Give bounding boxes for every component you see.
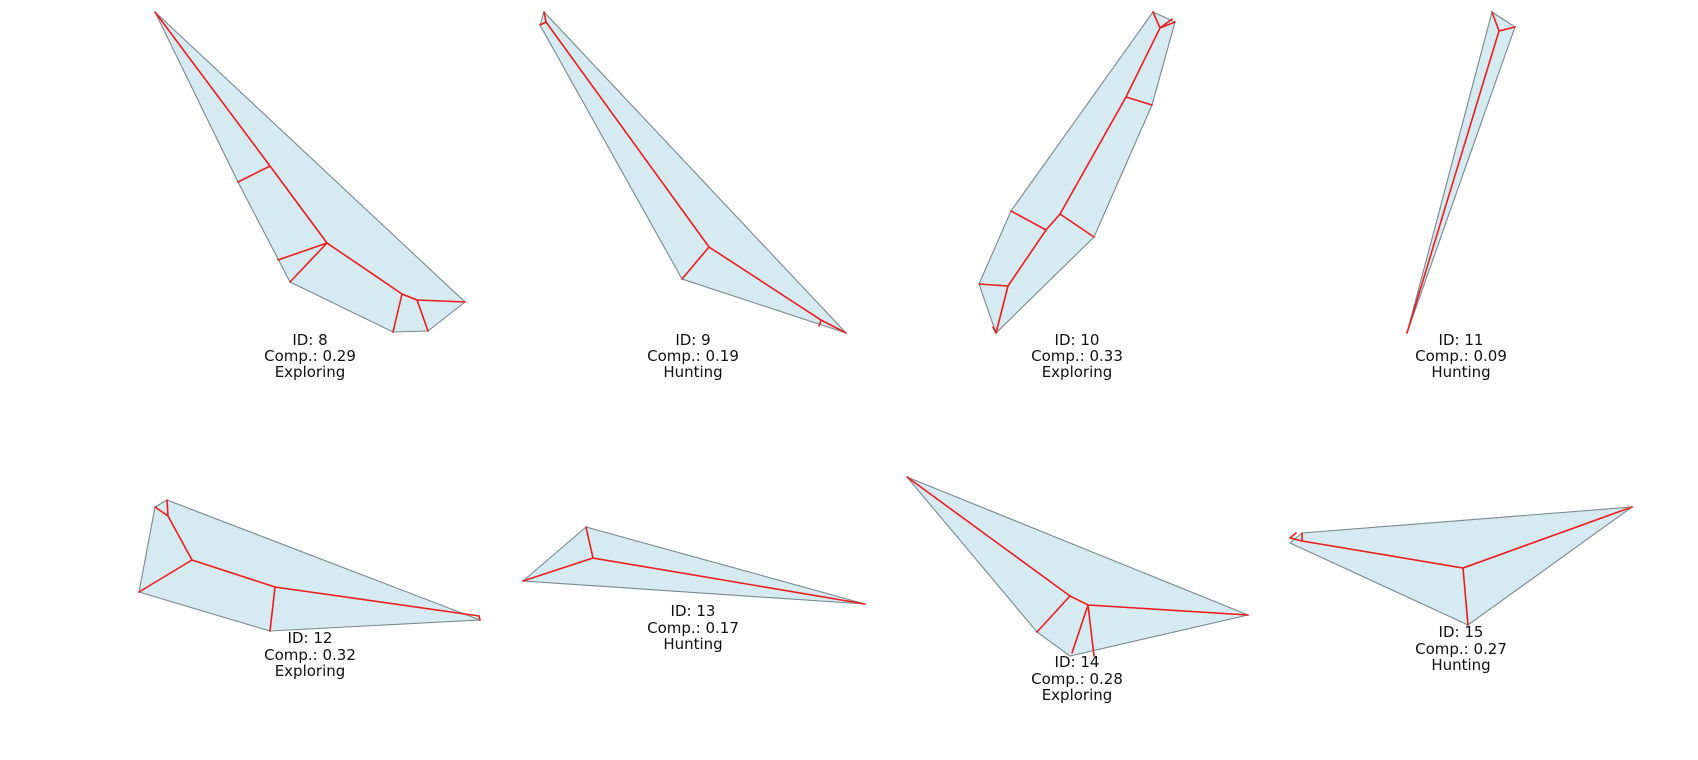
panel-id-label: ID: 9 xyxy=(675,331,710,349)
polygon-shape xyxy=(978,11,1176,335)
panel-comp-label: Comp.: 0.27 xyxy=(1415,640,1507,658)
panel-comp-label: Comp.: 0.09 xyxy=(1415,347,1507,365)
panel-id-11: ID: 11 Comp.: 0.09 Hunting xyxy=(1406,11,1516,381)
polygon-shape xyxy=(521,526,866,605)
skeleton-lines xyxy=(1406,11,1516,334)
panel-comp-label: Comp.: 0.19 xyxy=(647,347,739,365)
panel-id-13: ID: 13 Comp.: 0.17 Hunting xyxy=(521,526,866,653)
panel-comp-label: Comp.: 0.17 xyxy=(647,619,739,637)
panel-id-label: ID: 14 xyxy=(1055,653,1100,671)
panel-id-14: ID: 14 Comp.: 0.28 Exploring xyxy=(906,476,1250,704)
panel-id-label: ID: 10 xyxy=(1055,331,1100,349)
panel-state-label: Hunting xyxy=(1431,363,1490,381)
polygon-shape xyxy=(1406,11,1516,334)
panel-state-label: Exploring xyxy=(275,662,346,680)
panel-id-label: ID: 8 xyxy=(292,331,327,349)
panel-id-9: ID: 9 Comp.: 0.19 Hunting xyxy=(539,10,847,381)
panel-state-label: Hunting xyxy=(663,363,722,381)
skeleton-lines xyxy=(1289,506,1633,626)
skeleton-lines xyxy=(154,11,466,333)
panel-state-label: Exploring xyxy=(1042,363,1113,381)
panel-id-label: ID: 13 xyxy=(671,602,716,620)
panel-id-label: ID: 12 xyxy=(288,629,333,647)
polygon-shape xyxy=(138,499,481,632)
skeleton-lines xyxy=(138,499,481,632)
skeleton-lines xyxy=(539,11,847,334)
panel-comp-label: Comp.: 0.32 xyxy=(264,646,356,664)
skeleton-lines xyxy=(522,526,866,605)
panel-state-label: Exploring xyxy=(1042,686,1113,704)
panel-id-label: ID: 15 xyxy=(1439,623,1484,641)
panel-state-label: Hunting xyxy=(1431,656,1490,674)
panel-comp-label: Comp.: 0.29 xyxy=(264,347,356,365)
panel-id-15: ID: 15 Comp.: 0.27 Hunting xyxy=(1288,506,1634,674)
panel-comp-label: Comp.: 0.28 xyxy=(1031,670,1123,688)
panel-state-label: Exploring xyxy=(275,363,346,381)
polygon-shape xyxy=(906,476,1250,657)
panel-id-8: ID: 8 Comp.: 0.29 Exploring xyxy=(154,11,466,381)
panel-id-label: ID: 11 xyxy=(1439,331,1484,349)
panel-state-label: Hunting xyxy=(663,635,722,653)
skeleton-lines xyxy=(978,11,1176,334)
polygon-shape xyxy=(154,11,466,333)
panel-id-10: ID: 10 Comp.: 0.33 Exploring xyxy=(978,11,1176,381)
skeleton-lines xyxy=(906,476,1249,657)
panel-id-12: ID: 12 Comp.: 0.32 Exploring xyxy=(138,499,481,680)
panel-comp-label: Comp.: 0.33 xyxy=(1031,347,1123,365)
polygon-shape xyxy=(539,10,847,334)
